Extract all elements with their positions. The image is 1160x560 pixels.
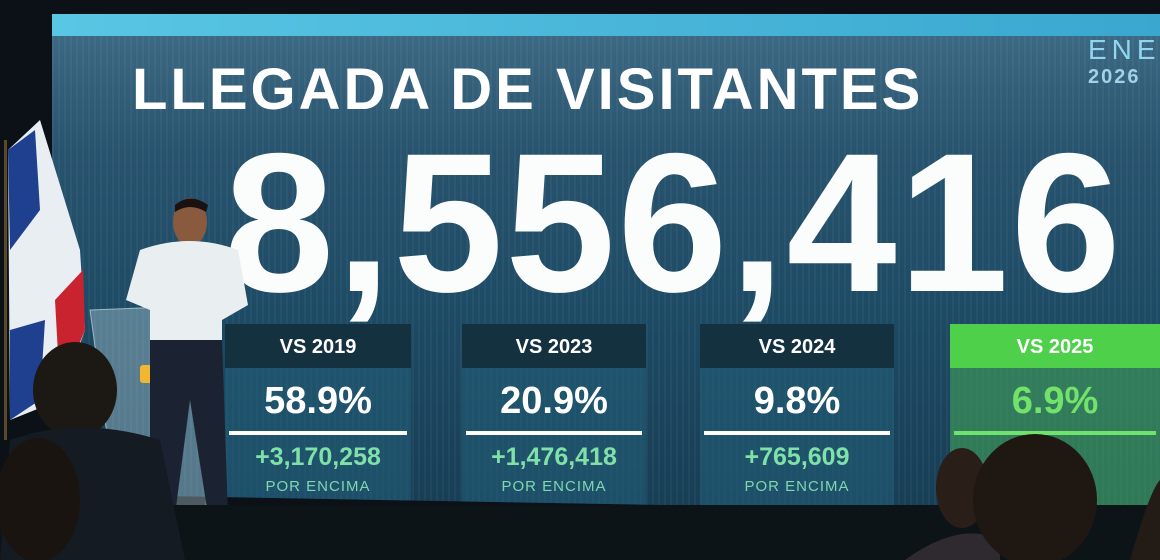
year: 2026 (1088, 66, 1141, 88)
card-label: VS 2023 (462, 324, 646, 368)
card-label: VS 2019 (225, 324, 411, 368)
comparison-card: VS 2024 9.8% +765,609 POR ENCIMA (700, 324, 894, 506)
month: ENE (1088, 34, 1160, 65)
comparison-card: VS 2019 58.9% +3,170,258 POR ENCIMA (225, 324, 411, 506)
card-difference: +3,170,258 (255, 443, 381, 471)
card-label: VS 2025 (950, 324, 1160, 368)
card-divider (954, 431, 1156, 435)
audience-head (33, 342, 117, 438)
card-percent: 6.9% (1011, 380, 1099, 422)
card-percent: 20.9% (500, 380, 608, 422)
total-visitors: 8,556,416 (224, 112, 1123, 333)
card-divider (704, 431, 890, 435)
speaker-trousers (150, 340, 228, 515)
card-label: VS 2024 (700, 324, 894, 368)
card-divider (229, 431, 407, 435)
audience-head (973, 434, 1097, 560)
flag-pole (4, 140, 7, 440)
speaker-hair (175, 198, 208, 212)
card-note: POR ENCIMA (501, 478, 607, 495)
audience-body (905, 533, 1000, 560)
title: LLEGADA DE VISITANTES (132, 57, 924, 122)
speaker-head (173, 198, 207, 246)
audience-head (0, 438, 80, 560)
card-difference: +765,609 (744, 443, 850, 471)
speaker (126, 198, 248, 526)
audience-head (1130, 480, 1160, 560)
screen: LLEGADA DE VISITANTES ENE 2026 8,556,416… (52, 14, 1160, 514)
speaker-shirt (126, 241, 248, 340)
card-note: POR ENCIMA (265, 478, 371, 495)
screen-top-bar (52, 14, 1160, 36)
audience (0, 342, 1160, 560)
comparison-card: VS 2023 20.9% +1,476,418 POR ENCIMA (462, 324, 646, 506)
card-note: POR ENCIMA (744, 478, 850, 495)
card-percent: 58.9% (264, 380, 372, 422)
card-difference: +1,476,418 (491, 443, 617, 471)
card-divider (466, 431, 642, 435)
flag-blue (8, 130, 40, 250)
card-percent: 9.8% (753, 380, 841, 422)
